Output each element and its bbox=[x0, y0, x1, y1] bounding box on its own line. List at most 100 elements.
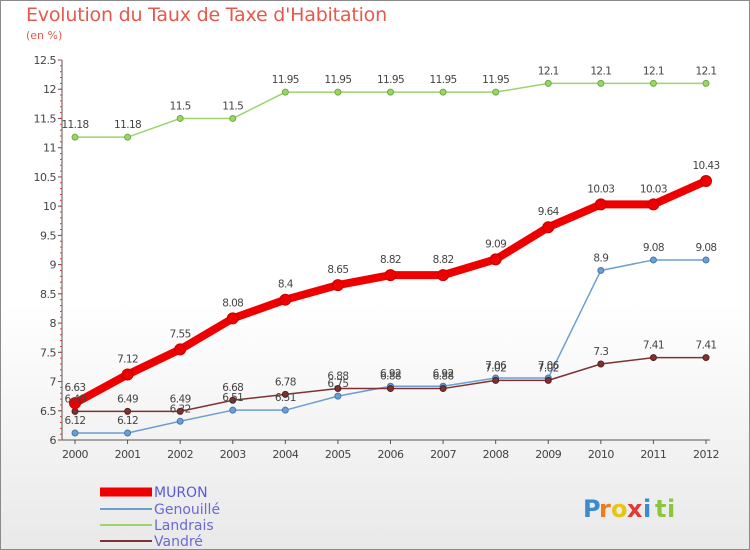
data-label: 11.95 bbox=[272, 74, 299, 86]
data-point bbox=[492, 88, 500, 96]
data-label: 6.78 bbox=[275, 376, 296, 388]
data-point bbox=[544, 79, 552, 87]
data-point bbox=[702, 79, 710, 87]
x-tick-label: 2001 bbox=[115, 448, 141, 461]
data-point bbox=[334, 392, 342, 400]
x-tick-label: 2012 bbox=[693, 448, 719, 461]
data-point bbox=[281, 390, 289, 398]
data-label: 6.51 bbox=[222, 392, 243, 404]
y-tick-label: 9 bbox=[50, 259, 57, 272]
data-label: 7.02 bbox=[485, 362, 506, 374]
data-point bbox=[492, 376, 500, 384]
data-point bbox=[489, 253, 502, 266]
data-point bbox=[174, 343, 187, 356]
data-label: 9.08 bbox=[696, 242, 717, 254]
x-tick-label: 2011 bbox=[640, 448, 666, 461]
data-point bbox=[279, 293, 292, 306]
data-label: 6.88 bbox=[433, 371, 454, 383]
data-label: 11.95 bbox=[482, 74, 509, 86]
data-label: 8.08 bbox=[222, 297, 243, 309]
data-label: 12.1 bbox=[643, 65, 664, 77]
data-point bbox=[542, 221, 555, 234]
data-label: 12.1 bbox=[696, 65, 717, 77]
y-tick-label: 7.5 bbox=[40, 346, 56, 359]
logo-letter: P bbox=[583, 495, 601, 523]
data-label: 8.9 bbox=[593, 252, 608, 264]
data-label: 10.43 bbox=[692, 160, 719, 172]
y-tick-label: 11.5 bbox=[34, 112, 57, 125]
data-label: 6.88 bbox=[380, 371, 401, 383]
logo-letter: o bbox=[611, 495, 628, 523]
data-label: 6.92 bbox=[433, 368, 454, 380]
data-point bbox=[124, 429, 132, 437]
data-label: 6.12 bbox=[117, 415, 138, 427]
data-label: 11.18 bbox=[61, 119, 88, 131]
x-tick-label: 2000 bbox=[62, 448, 88, 461]
data-label: 11.95 bbox=[430, 74, 457, 86]
x-tick-label: 2002 bbox=[167, 448, 193, 461]
data-point bbox=[649, 79, 657, 87]
data-label: 10.03 bbox=[640, 183, 667, 195]
data-label: 11.5 bbox=[222, 100, 243, 112]
y-tick-label: 6 bbox=[50, 434, 57, 447]
data-label: 6.92 bbox=[380, 368, 401, 380]
y-tick-label: 8 bbox=[50, 317, 57, 330]
data-point bbox=[334, 385, 342, 393]
data-label: 7.3 bbox=[593, 346, 608, 358]
data-point bbox=[121, 368, 134, 381]
series-muron bbox=[69, 175, 712, 410]
data-point bbox=[229, 114, 237, 122]
x-tick-label: 2008 bbox=[483, 448, 509, 461]
data-label: 11.18 bbox=[114, 119, 141, 131]
data-label: 12.1 bbox=[538, 65, 559, 77]
data-label: 6.88 bbox=[327, 371, 348, 383]
chart-subtitle: (en %) bbox=[26, 29, 63, 42]
data-label: 8.4 bbox=[278, 279, 294, 291]
x-tick-label: 2006 bbox=[378, 448, 404, 461]
x-tick-label: 2004 bbox=[272, 448, 298, 461]
data-label: 6.63 bbox=[65, 382, 86, 394]
data-point bbox=[176, 114, 184, 122]
legend-label: Landrais bbox=[154, 518, 214, 534]
y-tick-label: 7 bbox=[50, 376, 57, 389]
x-tick-label: 2010 bbox=[588, 448, 614, 461]
data-label: 7.12 bbox=[117, 354, 138, 366]
y-tick-label: 12 bbox=[43, 83, 56, 96]
data-point bbox=[439, 385, 447, 393]
series-genouillé bbox=[71, 256, 710, 437]
data-point bbox=[597, 360, 605, 368]
data-label: 11.5 bbox=[170, 100, 191, 112]
y-tick-label: 12.5 bbox=[34, 54, 57, 67]
data-label: 10.03 bbox=[587, 183, 614, 195]
data-label: 6.68 bbox=[222, 382, 243, 394]
data-point bbox=[71, 429, 79, 437]
data-label: 11.95 bbox=[324, 74, 351, 86]
data-point bbox=[649, 256, 657, 264]
data-label: 8.82 bbox=[380, 254, 401, 266]
data-label: 7.06 bbox=[538, 360, 560, 372]
data-point bbox=[69, 397, 81, 410]
data-label: 7.02 bbox=[538, 362, 559, 374]
series-landrais bbox=[71, 79, 710, 141]
data-point bbox=[387, 88, 394, 96]
data-point bbox=[439, 88, 447, 96]
data-point bbox=[384, 269, 397, 282]
data-point bbox=[544, 376, 552, 384]
data-label: 9.64 bbox=[538, 206, 560, 218]
data-label: 6.49 bbox=[117, 393, 138, 405]
data-point bbox=[226, 312, 239, 325]
data-label: 6.51 bbox=[275, 392, 296, 404]
data-point bbox=[71, 407, 79, 415]
x-tick-label: 2005 bbox=[325, 448, 351, 461]
x-tick-label: 2009 bbox=[535, 448, 561, 461]
data-point bbox=[702, 354, 710, 362]
data-point bbox=[700, 175, 712, 188]
data-label: 7.41 bbox=[643, 340, 664, 352]
data-point bbox=[176, 407, 184, 415]
logo-letter: t bbox=[655, 495, 666, 523]
logo-letter: x bbox=[627, 495, 643, 523]
y-tick-label: 6.5 bbox=[40, 405, 56, 418]
data-point bbox=[124, 407, 132, 415]
data-point bbox=[387, 385, 394, 393]
